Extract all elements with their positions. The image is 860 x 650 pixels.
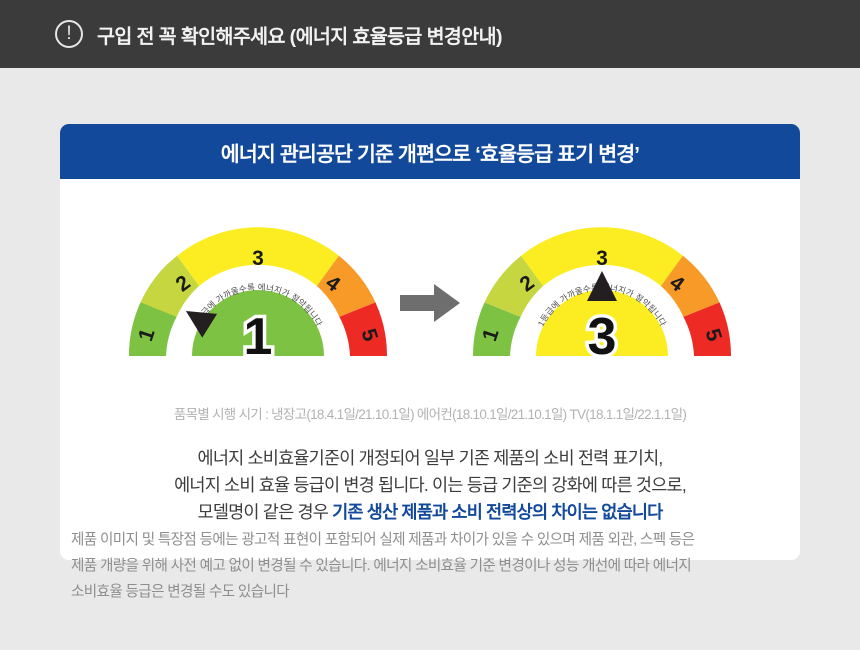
energy-grade-notice-card: 에너지 관리공단 기준 개편으로 ‘효율등급 표기 변경’	[60, 124, 800, 561]
gauge-before-grade-outline: 1	[244, 308, 273, 366]
gauge-before-pointer-icon	[185, 310, 218, 338]
gauge-before-grade: 1	[244, 308, 273, 366]
notice-body-line-3: 모델명이 같은 경우 기존 생산 제품과 소비 전력상의 차이는 없습니다	[60, 499, 800, 526]
gauge-before-band-5	[339, 302, 387, 356]
gauge-after-band-1	[473, 302, 521, 356]
gauge-before-label-3: 3	[252, 247, 264, 270]
gauge-after-grade-outline: 3	[588, 308, 617, 366]
gauge-after-pointer-icon	[587, 271, 617, 301]
exclamation-circle-icon: !	[55, 20, 83, 48]
gauge-after-band-3	[521, 227, 683, 287]
transition-arrow	[387, 283, 473, 323]
notice-header-bar: ! 구입 전 꼭 확인해주세요 (에너지 효율등급 변경안내)	[0, 0, 860, 68]
notice-body-line-2: 에너지 소비 효율 등급이 변경 됩니다. 이는 등급 기준의 강화에 따른 것…	[174, 475, 687, 496]
gauge-after-band-2	[484, 255, 544, 317]
footer-disclaimer-line-2: 제품 개량을 위해 사전 예고 없이 변경될 수 있습니다. 에너지 소비효율 …	[71, 557, 692, 574]
gauge-after-inner-disc	[536, 290, 668, 356]
notice-header-title: 구입 전 꼭 확인해주세요 (에너지 효율등급 변경안내)	[97, 25, 502, 48]
right-arrow-icon	[400, 284, 460, 322]
gauge-before-inner-disc	[192, 290, 324, 356]
card-header-bar: 에너지 관리공단 기준 개편으로 ‘효율등급 표기 변경’	[60, 124, 800, 179]
footer-disclaimer: 제품 이미지 및 특장점 등에는 광고적 표현이 포함되어 실제 제품과 차이가…	[71, 528, 791, 606]
notice-body-text: 에너지 소비효율기준이 개정되어 일부 기존 제품의 소비 전력 표기치, 에너…	[60, 445, 800, 560]
gauge-after-label-3: 3	[596, 247, 608, 270]
gauge-after-grade: 3	[588, 308, 617, 366]
gauge-before-band-1	[129, 302, 177, 356]
gauge-before-band-4	[316, 255, 376, 317]
gauge-after-band-4	[660, 255, 720, 317]
footer-disclaimer-line-3: 소비효율 등급은 변경될 수도 있습니다	[71, 583, 290, 600]
gauge-before-band-2	[140, 255, 200, 317]
notice-body-line-1: 에너지 소비효율기준이 개정되어 일부 기존 제품의 소비 전력 표기치,	[197, 448, 664, 468]
gauge-before-band-3	[177, 227, 339, 287]
gauge-comparison-row: 1 2 3 4 5 1등급에 가까울수록 에너지가 절약됩니다 1 1	[60, 179, 800, 383]
notice-body-line-3-plain: 모델명이 같은 경우	[197, 502, 333, 523]
exclamation-glyph: !	[66, 22, 72, 44]
gauge-after: 1 2 3 4 5 1등급에 가까울수록 에너지가 절약됩니다 3 3	[473, 227, 731, 379]
schedule-caption: 품목별 시행 시기 : 냉장고(18.4.1일/21.10.1일) 에어컨(18…	[173, 407, 687, 422]
footer-disclaimer-line-1: 제품 이미지 및 특장점 등에는 광고적 표현이 포함되어 실제 제품과 차이가…	[71, 532, 695, 548]
gauge-before: 1 2 3 4 5 1등급에 가까울수록 에너지가 절약됩니다 1 1	[129, 227, 387, 379]
card-header-title: 에너지 관리공단 기준 개편으로 ‘효율등급 표기 변경’	[220, 142, 640, 166]
gauge-after-band-5	[683, 302, 731, 356]
notice-body-line-3-highlight: 기존 생산 제품과 소비 전력상의 차이는 없습니다	[332, 502, 663, 523]
